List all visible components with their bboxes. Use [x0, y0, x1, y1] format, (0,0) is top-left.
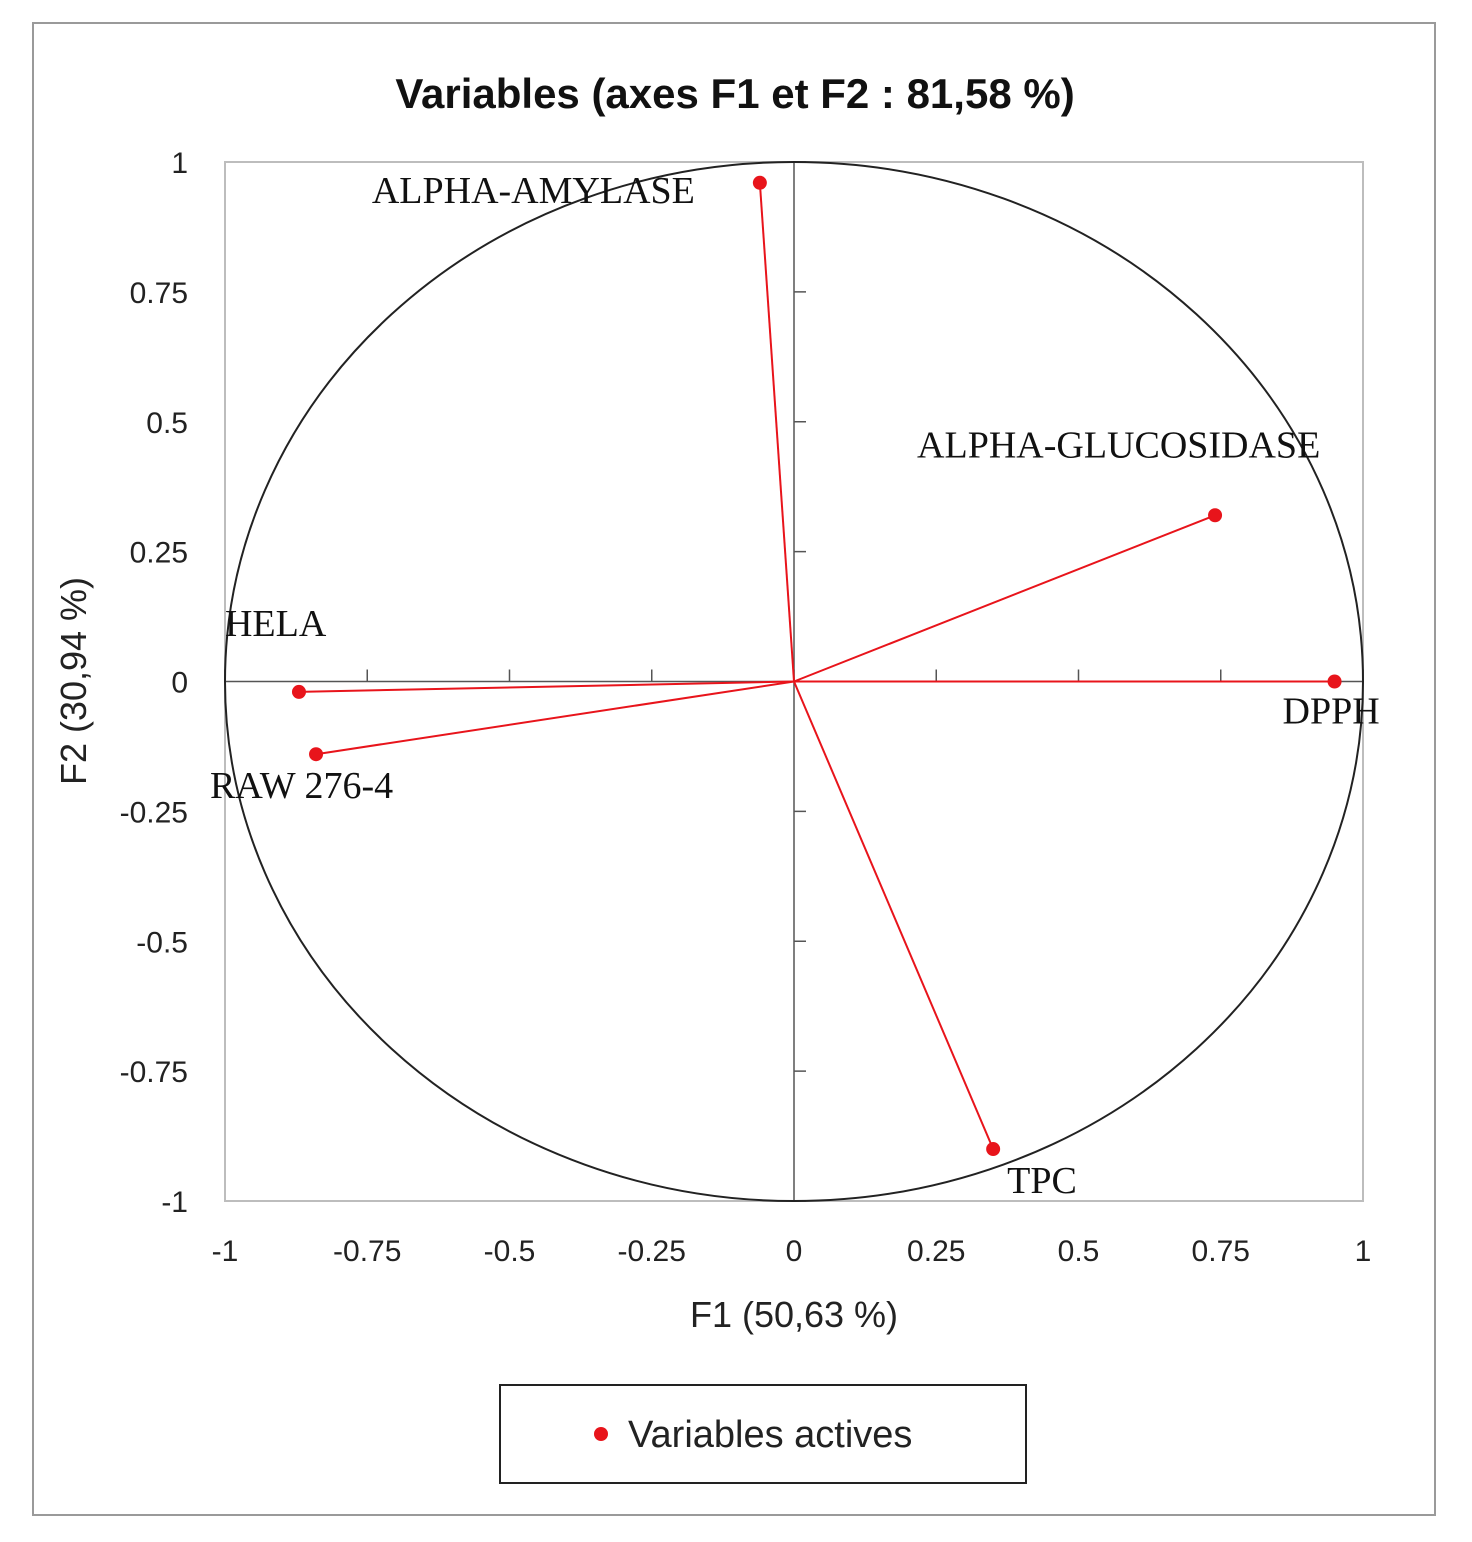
chart-title: Variables (axes F1 et F2 : 81,58 %) [395, 70, 1074, 117]
x-tick-label: 0.75 [1192, 1235, 1250, 1268]
legend-marker [594, 1427, 608, 1441]
legend-label: Variables actives [628, 1414, 912, 1456]
variable-label: ALPHA-GLUCOSIDASE [917, 424, 1320, 466]
variable-point [309, 747, 324, 762]
y-tick-label: 0.75 [130, 277, 188, 310]
x-tick-label: -0.5 [484, 1235, 536, 1268]
variable-point [752, 175, 767, 190]
x-tick-label: -1 [212, 1235, 239, 1268]
y-axis-title: F2 (30,94 %) [53, 577, 94, 785]
x-tick-label: 0.5 [1058, 1235, 1100, 1268]
variable-label: TPC [1007, 1160, 1077, 1202]
variable-label: HELA [225, 603, 327, 645]
variable-point [1208, 508, 1223, 523]
variable-point [1327, 674, 1342, 689]
loading-vector [315, 680, 795, 756]
x-tick-label: 0.25 [907, 1235, 965, 1268]
y-tick-label: 1 [171, 147, 188, 180]
y-tick-label: 0.5 [146, 407, 188, 440]
y-tick-label: 0 [171, 667, 188, 700]
loading-vector [298, 680, 795, 693]
variable-label: ALPHA-AMYLASE [372, 170, 695, 212]
variable-label: DPPH [1283, 691, 1380, 733]
y-tick-label: -0.75 [120, 1056, 188, 1089]
y-tick-label: 0.25 [130, 537, 188, 570]
loading-vector [793, 681, 995, 1150]
y-tick-label: -0.25 [120, 796, 188, 829]
loading-vector [758, 182, 795, 682]
legend-box [499, 1384, 1027, 1484]
x-tick-label: 0 [786, 1235, 803, 1268]
figure-frame [32, 22, 1436, 1516]
y-tick-label: -0.5 [136, 926, 188, 959]
x-axis-title: F1 (50,63 %) [690, 1294, 898, 1335]
variable-label: RAW 276-4 [210, 765, 393, 807]
x-tick-label: -0.75 [333, 1235, 401, 1268]
variable-point [986, 1142, 1001, 1157]
x-tick-label: -0.25 [618, 1235, 686, 1268]
loading-vector [793, 514, 1216, 683]
variable-point [291, 684, 306, 699]
x-tick-label: 1 [1355, 1235, 1372, 1268]
correlation-circle [224, 161, 1364, 1202]
y-tick-label: -1 [161, 1186, 188, 1219]
